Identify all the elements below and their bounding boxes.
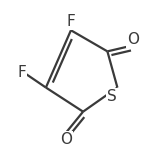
Text: F: F — [67, 14, 75, 29]
Text: O: O — [127, 32, 139, 47]
Text: O: O — [60, 132, 72, 147]
Text: F: F — [17, 65, 26, 80]
Text: S: S — [107, 89, 117, 104]
